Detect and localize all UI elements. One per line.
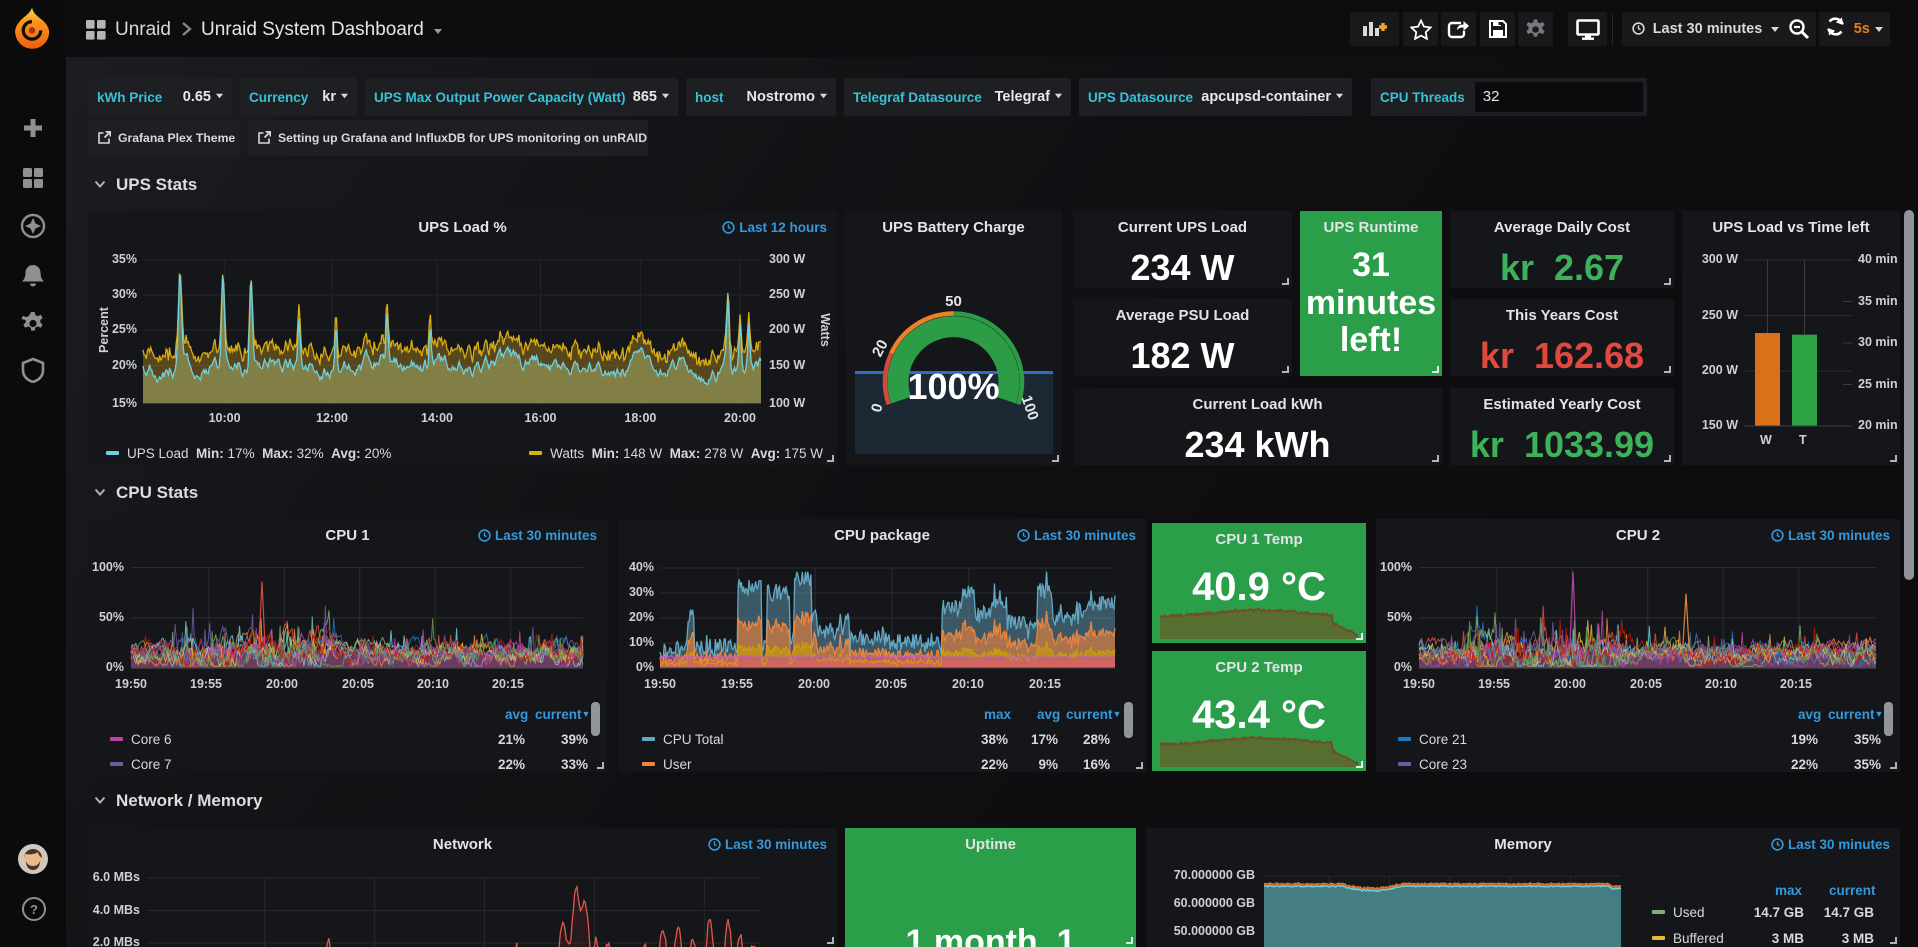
svg-text:20: 20 bbox=[869, 337, 892, 360]
svg-text:?: ? bbox=[30, 902, 38, 917]
svg-text:50: 50 bbox=[945, 293, 962, 310]
